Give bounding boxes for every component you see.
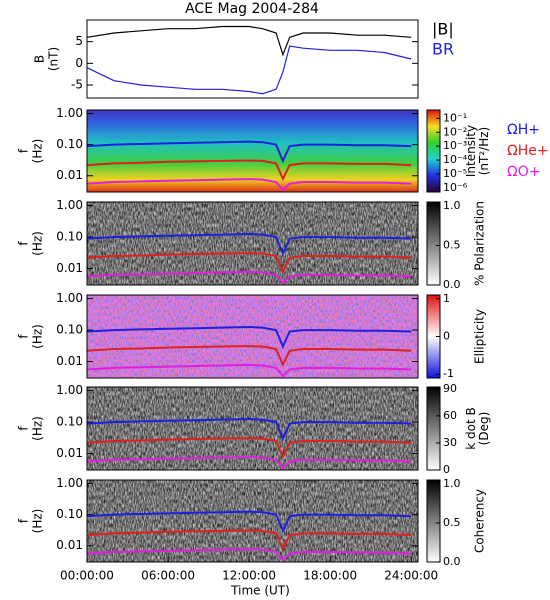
y-tick-label: 0.01 bbox=[56, 261, 83, 275]
series-line bbox=[86, 325, 412, 350]
series-line bbox=[86, 270, 412, 285]
y-tick-label: 1.00 bbox=[56, 198, 83, 212]
colorbar-label: (Deg) bbox=[477, 412, 491, 446]
x-tick-label: 12:00:00 bbox=[222, 569, 276, 583]
colorbar-tick-label: 1.0 bbox=[443, 199, 461, 212]
colorbar-label: k dot B bbox=[464, 407, 478, 449]
colorbar-tick-label: 10⁻⁵ bbox=[443, 167, 467, 180]
y-axis-label: f bbox=[17, 241, 31, 246]
x-tick-label: 18:00:00 bbox=[303, 569, 357, 583]
legend-entry: ΩHe+ bbox=[507, 143, 549, 159]
y-tick-label: 0.01 bbox=[56, 168, 83, 182]
y-tick-label: -5 bbox=[71, 78, 83, 92]
colorbar-tick-label: 1.0 bbox=[443, 477, 461, 490]
y-axis-label: (Hz) bbox=[31, 231, 45, 256]
y-tick-label: 1.00 bbox=[56, 291, 83, 305]
plot-frame bbox=[86, 201, 419, 286]
colorbar-tick-label: 60 bbox=[443, 409, 457, 422]
colorbar-tick-label: 0.0 bbox=[443, 278, 461, 291]
series-line bbox=[86, 417, 412, 442]
x-tick-label: 00:00:00 bbox=[60, 569, 114, 583]
y-axis-label: (Hz) bbox=[31, 509, 45, 534]
y-axis-label: f bbox=[17, 518, 31, 523]
colorbar-tick-label: -1 bbox=[443, 367, 454, 380]
series-line bbox=[86, 345, 412, 367]
colorbar bbox=[426, 386, 441, 471]
y-axis-label: B bbox=[33, 55, 47, 63]
legend-entry: ΩO+ bbox=[507, 164, 540, 180]
legend-entry: BR bbox=[432, 40, 454, 59]
y-tick-label: 1.00 bbox=[56, 476, 83, 490]
y-tick-label: 0.10 bbox=[56, 137, 83, 151]
series-line bbox=[86, 159, 412, 182]
legend-entry: |B| bbox=[432, 20, 454, 39]
series-line bbox=[86, 25, 412, 57]
colorbar-tick-label: 10⁻¹ bbox=[443, 111, 467, 124]
plot-frame bbox=[86, 19, 419, 99]
series-line bbox=[86, 455, 412, 470]
y-axis-label: (nT) bbox=[47, 47, 61, 71]
x-axis-label: Time (UT) bbox=[230, 584, 290, 598]
y-tick-label: 0.10 bbox=[56, 507, 83, 521]
colorbar-label: Ellipticity bbox=[473, 309, 487, 364]
colorbar-tick-label: 0.5 bbox=[443, 238, 461, 251]
colorbar-tick-label: 90 bbox=[443, 382, 457, 395]
colorbar bbox=[426, 201, 441, 286]
colorbar-tick-label: 0 bbox=[443, 330, 450, 343]
chart-title: ACE Mag 2004-284 bbox=[185, 1, 319, 17]
plot-frame bbox=[86, 109, 419, 193]
colorbar-tick-label: 10⁻² bbox=[443, 125, 467, 138]
plot-frame bbox=[86, 294, 419, 379]
plot-frame bbox=[86, 479, 419, 563]
y-axis-label: f bbox=[17, 148, 31, 153]
y-axis-label: (Hz) bbox=[31, 416, 45, 441]
y-tick-label: 5 bbox=[75, 34, 83, 48]
y-axis-label: (Hz) bbox=[31, 324, 45, 349]
y-tick-label: 1.00 bbox=[56, 383, 83, 397]
series-line bbox=[86, 232, 412, 257]
y-tick-label: 0.01 bbox=[56, 354, 83, 368]
y-tick-label: 0.01 bbox=[56, 446, 83, 460]
colorbar-label: Intensity bbox=[464, 125, 478, 177]
series-line bbox=[86, 548, 412, 562]
colorbar-label: (nT²/Hz) bbox=[477, 127, 491, 175]
series-line bbox=[86, 529, 412, 552]
colorbar-tick-label: 1 bbox=[443, 292, 450, 305]
y-axis-label: (Hz) bbox=[31, 139, 45, 164]
colorbar-tick-label: 10⁻³ bbox=[443, 139, 467, 152]
series-line bbox=[86, 437, 412, 459]
y-axis-label: f bbox=[17, 426, 31, 431]
colorbar bbox=[426, 479, 441, 563]
series-line bbox=[86, 252, 412, 274]
legend-entry: ΩH+ bbox=[507, 122, 540, 138]
colorbar-tick-label: 0.0 bbox=[443, 555, 461, 568]
y-tick-label: 0.01 bbox=[56, 538, 83, 552]
y-tick-label: 0.10 bbox=[56, 323, 83, 337]
x-tick-label: 24:00:00 bbox=[384, 569, 438, 583]
colorbar-label: Coherency bbox=[473, 489, 487, 553]
colorbar-label: % Polarization bbox=[473, 201, 487, 286]
plot-frame bbox=[86, 386, 419, 471]
series-line bbox=[86, 363, 412, 378]
colorbar-tick-label: 10⁻⁶ bbox=[443, 181, 468, 194]
y-axis-label: f bbox=[17, 334, 31, 339]
colorbar-tick-label: 0 bbox=[443, 463, 450, 476]
series-line bbox=[86, 140, 412, 164]
y-tick-label: 0.10 bbox=[56, 415, 83, 429]
x-tick-label: 06:00:00 bbox=[141, 569, 195, 583]
y-tick-label: 0 bbox=[75, 56, 83, 70]
series-line bbox=[86, 45, 412, 95]
colorbar-tick-label: 30 bbox=[443, 436, 457, 449]
y-tick-label: 1.00 bbox=[56, 106, 83, 120]
y-tick-label: 0.10 bbox=[56, 230, 83, 244]
series-line bbox=[86, 178, 412, 192]
colorbar-tick-label: 10⁻⁴ bbox=[443, 153, 468, 166]
series-line bbox=[86, 510, 412, 534]
colorbar bbox=[426, 109, 441, 193]
colorbar-tick-label: 0.5 bbox=[443, 516, 461, 529]
